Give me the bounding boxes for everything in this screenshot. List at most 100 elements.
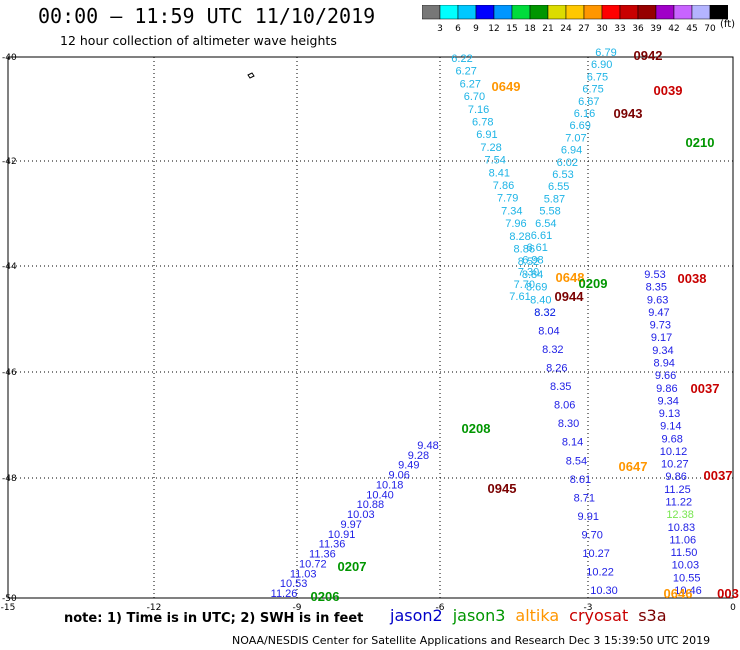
wave-height-value: 11.06 [669,534,696,546]
wave-height-value: 10.27 [661,459,689,471]
wave-height-value: 6.54 [535,218,556,230]
color-scale: 3 6 9 12 15 18 21 24 27 30 33 36 39 42 45 70 [422,5,728,33]
scale-label: 9 [473,24,479,33]
wave-height-value: 9.06 [388,470,409,482]
pass-time-label: 003 [717,586,739,601]
wave-height-value: 6.27 [455,66,476,78]
wave-height-value: 10.22 [586,566,614,578]
note-text: note: 1) Time is in UTC; 2) SWH is in fe… [64,611,364,626]
wave-height-value: 10.83 [668,522,696,534]
wave-height-value: 11.22 [665,497,692,509]
scale-label: 12 [488,24,499,33]
wave-height-value: 11.36 [309,549,336,561]
x-tick-label: -15 [1,603,16,613]
wave-height-value: 9.28 [408,450,429,462]
pass-time-label: 0646 [664,586,693,601]
pass-time-label: 0945 [488,481,517,496]
wave-height-value: 8.54 [566,455,587,467]
wave-height-value: 7.28 [480,142,501,154]
wave-height-value: 6.69 [569,120,590,132]
wave-height-value: 10.91 [328,529,356,541]
wave-height-value: 8.14 [562,437,583,449]
pass-time-label: 0944 [555,289,585,304]
wave-height-value: 8.52 [518,256,539,268]
footer-credit: NOAA/NESDIS Center for Satellite Applica… [232,634,711,647]
pass-time-label: 0206 [311,589,340,604]
pass-time-label: 0037 [691,381,720,396]
satellite-legend: jason2 jason3 altika cryosat s3a [390,606,677,625]
wave-height-value: 8.71 [574,492,595,504]
y-tick-label: -50 [2,594,17,604]
wave-height-value: 7.61 [509,291,530,303]
wave-height-value: 6.67 [578,96,599,108]
wave-height-value: 7.96 [505,218,526,230]
wave-height-value: 6.75 [587,71,608,83]
wave-height-value: 9.91 [578,511,599,523]
wave-height-value: 9.34 [657,395,678,407]
pass-time-label: 0208 [462,421,491,436]
scale-label: 36 [632,24,644,33]
wave-height-value: 9.86 [656,383,677,395]
wave-height-value: 11.36 [319,539,346,551]
scale-unit: (ft) [720,19,736,30]
wave-height-value: 10.03 [672,560,700,572]
wave-height-value: 8.32 [542,344,563,356]
scale-label: 21 [542,24,553,33]
wave-height-value: 8.69 [526,282,547,294]
pass-time-label: 0207 [338,559,367,574]
wave-height-value: 6.78 [472,117,493,129]
wave-height-value: 9.34 [652,345,673,357]
scale-label: 6 [455,24,461,33]
chart-subtitle: 12 hour collection of altimeter wave hei… [60,33,337,48]
scale-label: 45 [686,24,697,33]
wave-height-value: 7.07 [565,132,586,144]
wave-height-value: 6.79 [595,47,616,59]
wave-height-value: 7.34 [501,205,522,217]
wave-height-value: 10.30 [590,585,618,597]
pass-time-label: 0038 [678,271,707,286]
pass-time-label: 0039 [654,83,683,98]
wave-height-value: 9.63 [647,294,668,306]
x-tick-label: -3 [584,603,593,613]
scale-swatch [709,5,728,20]
wave-height-value: 10.40 [366,489,394,501]
wave-height-value: 8.40 [530,294,551,306]
wave-height-value: 6.55 [548,181,569,193]
wave-height-value: 11.03 [290,568,317,580]
legend-jason3: jason3 [452,606,506,625]
wave-height-value: 10.27 [582,548,610,560]
x-tick-label: 0 [730,603,736,613]
wave-height-value: 11.26 [271,588,298,600]
wave-height-value: 8.84 [522,269,543,281]
wave-height-value: 9.49 [398,460,419,472]
wave-height-value: 9.66 [655,370,676,382]
legend-s3a: s3a [638,606,667,625]
pass-time-label: 0209 [579,276,608,291]
wave-height-value: 6.61 [526,242,547,254]
wave-height-value: 10.03 [347,509,375,521]
y-tick-label: -48 [2,474,17,484]
x-tick-label: -9 [293,603,302,613]
scale-label: 24 [560,24,572,33]
wave-height-value: 10.88 [357,499,385,511]
wave-height-value: 12.38 [666,509,694,521]
wave-height-value: 6.98 [522,254,543,266]
pass-time-label: 0649 [492,79,521,94]
wave-height-value: 10.53 [280,578,308,590]
wave-height-value: 6.53 [552,169,573,181]
legend-jason2: jason2 [390,606,443,625]
pass-time-label: 0037 [704,468,733,483]
wave-height-value: 8.26 [546,363,567,375]
wave-height-value: 11.25 [664,484,691,496]
scale-label: 15 [506,24,517,33]
wave-height-value: 6.75 [582,84,603,96]
scale-label: 30 [596,24,608,33]
pass-time-label: 0210 [686,135,715,150]
wave-height-value: 9.70 [581,529,602,541]
wave-height-value: 5.87 [544,193,565,205]
wave-height-value: 9.48 [417,440,438,452]
wave-height-value: 7.54 [484,155,505,167]
wave-height-value: 6.91 [476,129,497,141]
wave-height-value: 8.35 [550,381,571,393]
wave-height-value: 8.86 [514,244,535,256]
